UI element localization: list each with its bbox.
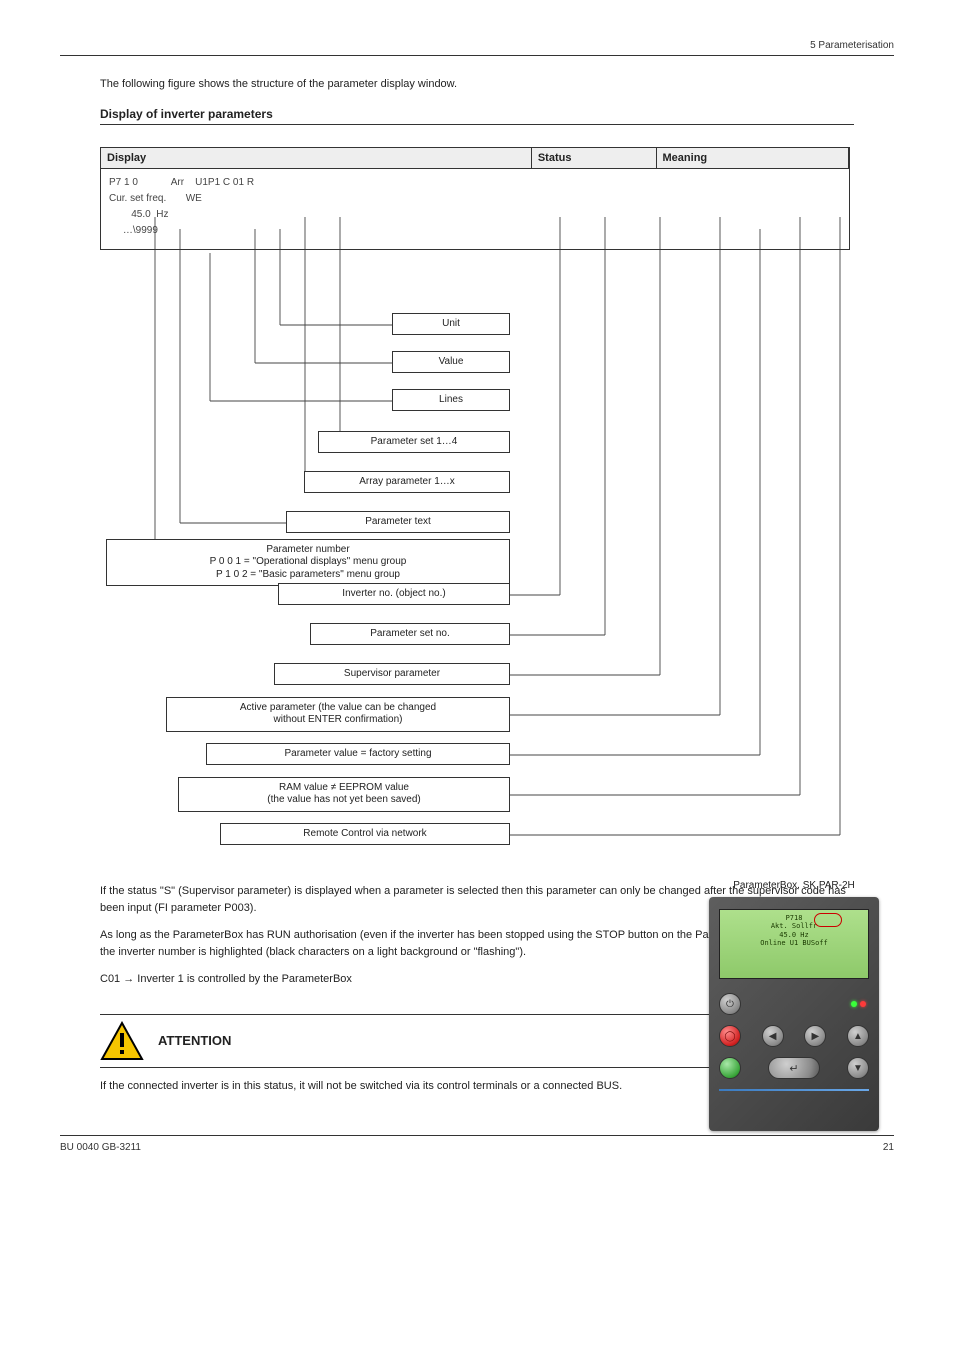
power-button[interactable]: ⏻: [719, 993, 741, 1015]
section-title: Display of inverter parameters: [100, 107, 854, 125]
table-row: 45.0 Hz: [109, 207, 841, 223]
table-header-status: Status: [532, 148, 657, 169]
callout-label: Inverter no. (object no.): [278, 583, 510, 606]
callout-label: Parameter set 1…4: [318, 431, 510, 454]
table-header-display: Display: [101, 148, 532, 169]
page-header: 5 Parameterisation: [60, 40, 894, 56]
run-button[interactable]: [719, 1057, 741, 1079]
screen-line: P718: [725, 914, 863, 922]
callout-label: Parameter value = factory setting: [206, 743, 510, 766]
screen-line: Akt. Sollfr: [725, 922, 863, 930]
warning-icon: [100, 1021, 144, 1061]
table-header-meaning: Meaning: [657, 148, 850, 169]
display-table: Display Status Meaning P7 1 0 Arr U1P1 C…: [100, 147, 850, 250]
device-caption: ParameterBox, SK PAR-2H: [694, 880, 894, 891]
screen-highlight-circle: [814, 913, 842, 927]
footer-left: BU 0040 GB-3211: [60, 1142, 141, 1153]
down-button[interactable]: ▼: [847, 1057, 869, 1079]
left-button[interactable]: ◀: [762, 1025, 784, 1047]
callout-label: Supervisor parameter: [274, 663, 510, 686]
callout-label: Active parameter (the value can be chang…: [166, 697, 510, 732]
callout-label: Parameter text: [286, 511, 510, 534]
attention-title: ATTENTION: [158, 1033, 231, 1048]
device-screen: P718 Akt. Sollfr 45.0 Hz Online U1 BUSof…: [719, 909, 869, 979]
footer-right: 21: [883, 1142, 894, 1153]
table-row: …\9999: [109, 223, 841, 239]
parameterbox-device: P718 Akt. Sollfr 45.0 Hz Online U1 BUSof…: [709, 897, 879, 1131]
callout-label: Array parameter 1…x: [304, 471, 510, 494]
table-row: Cur. set freq. WE: [109, 191, 841, 207]
intro-text: The following figure shows the structure…: [100, 76, 894, 93]
stop-button[interactable]: ◯: [719, 1025, 741, 1047]
callout-label: Lines: [392, 389, 510, 412]
right-button[interactable]: ▶: [804, 1025, 826, 1047]
table-header-row: Display Status Meaning: [101, 148, 849, 169]
callout-label: Unit: [392, 313, 510, 336]
up-button[interactable]: ▲: [847, 1025, 869, 1047]
enter-button[interactable]: ↵: [768, 1057, 820, 1079]
callout-label: RAM value ≠ EEPROM value (the value has …: [178, 777, 510, 812]
header-right: 5 Parameterisation: [810, 40, 894, 51]
page-footer: BU 0040 GB-3211 21: [60, 1135, 894, 1153]
callout-label: Value: [392, 351, 510, 374]
callout-label: Parameter set no.: [310, 623, 510, 646]
callout-label: Remote Control via network: [220, 823, 510, 846]
table-row: P7 1 0 Arr U1P1 C 01 R: [109, 175, 841, 191]
screen-line: Online U1 BUSoff: [725, 939, 863, 947]
screen-line: 45.0 Hz: [725, 931, 863, 939]
status-leds: [851, 999, 869, 1009]
callout-label: Parameter number P 0 0 1 = "Operational …: [106, 539, 510, 587]
device-column: ParameterBox, SK PAR-2H P718 Akt. Sollfr…: [694, 880, 894, 1131]
diagram-area: Display Status Meaning P7 1 0 Arr U1P1 C…: [100, 125, 854, 865]
table-body: P7 1 0 Arr U1P1 C 01 R Cur. set freq. WE…: [101, 169, 849, 249]
device-accent-line: [719, 1089, 869, 1091]
